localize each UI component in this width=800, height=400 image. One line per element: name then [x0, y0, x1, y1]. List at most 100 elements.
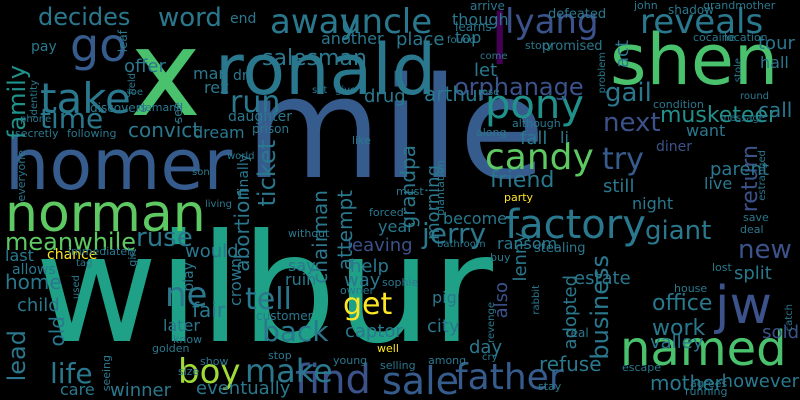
word-following: following: [67, 127, 117, 140]
word-estranged: estranged: [757, 150, 768, 201]
word-rabbit: rabbit: [531, 285, 542, 315]
word-rex: rex: [204, 78, 230, 97]
word-call: call: [758, 98, 793, 122]
word-still: still: [603, 176, 635, 197]
word-x: x: [130, 5, 202, 144]
word-found: found: [447, 35, 476, 46]
word-find: find: [295, 357, 371, 400]
word-field: field: [127, 73, 138, 95]
word-man: man: [193, 64, 229, 83]
word-crown: crown: [226, 258, 245, 307]
word-sophie: sophie: [382, 276, 419, 289]
word-shadow: shadow: [668, 3, 714, 17]
word-salesman: salesman: [262, 46, 367, 71]
word-forced: forced: [369, 206, 404, 219]
word-hall: hall: [760, 53, 789, 72]
word-well: well: [377, 342, 399, 355]
word-reveals: reveals: [640, 2, 764, 42]
word-jerry: jerry: [422, 217, 487, 250]
word-save: save: [743, 211, 769, 224]
word-prison: prison: [252, 122, 290, 136]
word-homer: homer: [5, 124, 233, 206]
word-condition: condition: [653, 98, 704, 111]
word-old: old: [45, 316, 69, 347]
word-tell: tell: [245, 282, 292, 317]
word-home: home: [5, 270, 62, 294]
word-boy: boy: [178, 352, 241, 392]
word-try: try: [602, 142, 644, 177]
word-living: living: [205, 199, 232, 210]
word-say: say: [288, 256, 316, 275]
word-escape: escape: [622, 361, 662, 374]
word-estate: estate: [574, 268, 631, 289]
word-ruin: ruin: [285, 270, 317, 289]
word-among: among: [428, 354, 467, 367]
word-like: like: [352, 134, 371, 147]
word-round: round: [740, 91, 770, 102]
word-fall: fall: [520, 128, 548, 149]
word-agrees: agrees: [690, 377, 728, 390]
word-party: party: [504, 191, 534, 204]
word-diner: diner: [656, 139, 693, 155]
word-deal: deal: [740, 223, 764, 236]
word-learns: learns: [455, 20, 492, 34]
word-phone: phone: [20, 114, 52, 125]
word-revenge: revenge: [486, 302, 497, 343]
word-ransom: ransom: [497, 234, 558, 253]
word-decides: decides: [38, 3, 131, 31]
word-act: act: [612, 40, 633, 68]
word-buy: buy: [490, 251, 511, 264]
word-real: real: [566, 326, 589, 340]
word-valley: valley: [650, 332, 704, 353]
word-owner: owner: [340, 284, 374, 297]
word-father: father: [455, 357, 564, 398]
word-dream: dream: [193, 123, 245, 142]
word-live: live: [704, 174, 733, 193]
word-immediately: immediately: [68, 245, 137, 258]
word-mother: mother: [650, 371, 723, 395]
word-go: go: [70, 18, 128, 72]
word-promised: promised: [542, 39, 603, 54]
word-pony: pony: [485, 82, 584, 128]
word-cocaine: cocaine: [693, 31, 736, 44]
word-city: city: [427, 316, 460, 337]
word-however: however: [721, 371, 799, 392]
word-norman: norman: [5, 184, 206, 244]
word-refuse: refuse: [539, 352, 602, 376]
word-eventually: eventually: [196, 378, 291, 399]
word-meanwhile: meanwhile: [5, 228, 137, 256]
word-li: li: [560, 128, 569, 147]
word-dr: dr: [233, 68, 248, 84]
word-help: help: [350, 256, 389, 277]
word-set: set: [312, 85, 328, 96]
word-life: life: [50, 357, 93, 390]
word-must: must: [396, 185, 424, 198]
word-chance: chance: [47, 247, 98, 263]
word-next: next: [603, 108, 661, 138]
word-location: location: [724, 31, 768, 44]
word-problem: problem: [597, 52, 608, 94]
word-daughter: daughter: [228, 109, 292, 125]
word-secretly: secretly: [15, 127, 59, 140]
word-another: another: [321, 29, 384, 48]
word-ticket: ticket: [253, 140, 281, 207]
word-parent: parent: [710, 159, 770, 180]
word-plantation: plantation: [434, 160, 447, 216]
word-size: size: [178, 365, 200, 378]
word-office: office: [652, 291, 713, 316]
word-allows: allows: [12, 262, 56, 278]
word-convict: convict: [128, 118, 201, 142]
word-though: though: [452, 10, 509, 29]
word-drug: drug: [364, 86, 406, 107]
word-come: come: [480, 51, 508, 62]
word-play: play: [181, 262, 197, 292]
word-factory: factory: [505, 202, 646, 248]
word-way: way: [344, 270, 381, 291]
word-mile: mile: [245, 48, 546, 211]
word-show: show: [200, 355, 229, 368]
word-back: back: [262, 315, 329, 348]
word-friend: friend: [490, 168, 555, 193]
word-let: let: [474, 60, 498, 81]
word-defeated: defeated: [548, 7, 607, 22]
word-care: care: [60, 380, 95, 399]
